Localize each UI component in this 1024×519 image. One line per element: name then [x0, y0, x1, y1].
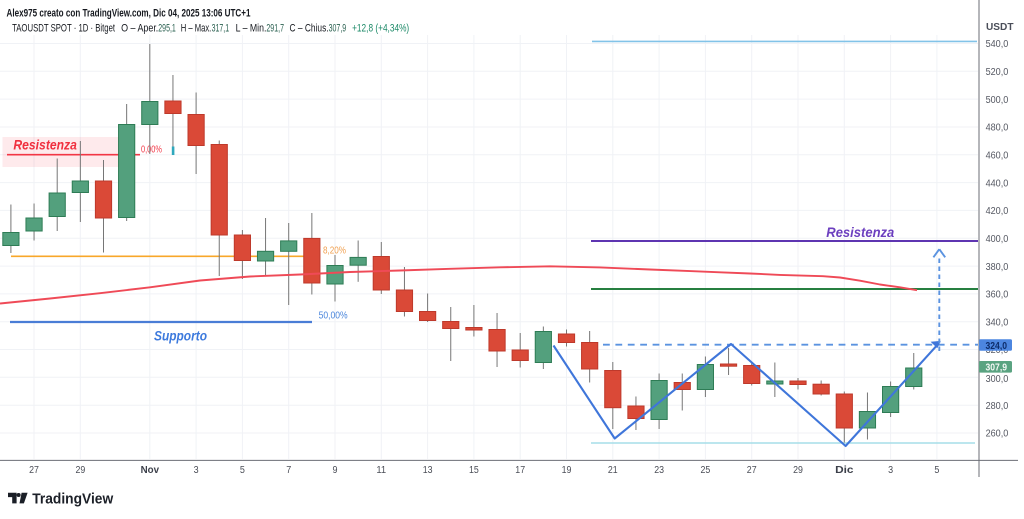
svg-text:O – Aper.: O – Aper. [121, 23, 158, 35]
svg-text:420,0: 420,0 [986, 206, 1009, 217]
svg-text:7: 7 [286, 465, 291, 476]
svg-text:L – Min.: L – Min. [236, 23, 267, 35]
svg-text:11: 11 [376, 465, 386, 476]
svg-text:19: 19 [562, 465, 572, 476]
svg-text:480,0: 480,0 [986, 123, 1009, 134]
svg-text:9: 9 [333, 465, 338, 476]
svg-text:500,0: 500,0 [986, 95, 1009, 106]
svg-text:23: 23 [654, 465, 664, 476]
svg-text:8,20%: 8,20% [323, 245, 346, 257]
svg-text:USDT: USDT [986, 22, 1014, 33]
svg-text:324,0: 324,0 [986, 340, 1008, 352]
svg-text:27: 27 [747, 465, 757, 476]
svg-text:Dic: Dic [835, 465, 854, 476]
svg-text:317,1: 317,1 [212, 23, 230, 35]
svg-text:25: 25 [701, 465, 711, 476]
svg-text:307,9: 307,9 [986, 362, 1008, 374]
svg-text:50,00%: 50,00% [319, 310, 348, 322]
svg-text:380,0: 380,0 [986, 262, 1009, 273]
svg-text:15: 15 [469, 465, 479, 476]
svg-text:29: 29 [793, 465, 803, 476]
svg-text:360,0: 360,0 [986, 290, 1009, 301]
svg-text:+12,8 (+4,34%): +12,8 (+4,34%) [352, 23, 409, 35]
svg-text:21: 21 [608, 465, 618, 476]
svg-text:Alex975 creato con TradingView: Alex975 creato con TradingView.com, Dic … [7, 7, 251, 19]
svg-text:Resistenza: Resistenza [826, 224, 894, 240]
svg-text:440,0: 440,0 [986, 178, 1009, 189]
svg-text:5: 5 [240, 465, 245, 476]
svg-text:17: 17 [515, 465, 525, 476]
svg-text:5: 5 [934, 465, 939, 476]
svg-text:340,0: 340,0 [986, 317, 1009, 328]
svg-text:400,0: 400,0 [986, 234, 1009, 245]
svg-text:300,0: 300,0 [986, 374, 1009, 385]
svg-text:295,1: 295,1 [158, 23, 176, 35]
svg-text:Nov: Nov [141, 465, 160, 476]
svg-text:H – Max.: H – Max. [181, 23, 212, 35]
svg-text:307,9: 307,9 [329, 23, 347, 35]
svg-text:520,0: 520,0 [986, 67, 1009, 78]
svg-text:27: 27 [29, 465, 39, 476]
svg-text:0,00%: 0,00% [141, 144, 162, 156]
svg-text:Resistenza: Resistenza [13, 137, 77, 153]
svg-text:3: 3 [888, 465, 893, 476]
svg-text:291,7: 291,7 [266, 23, 284, 35]
svg-text:Supporto: Supporto [154, 328, 207, 344]
svg-text:3: 3 [194, 465, 199, 476]
svg-text:460,0: 460,0 [986, 151, 1009, 162]
svg-text:540,0: 540,0 [986, 39, 1009, 50]
svg-text:29: 29 [75, 465, 85, 476]
svg-text:C – Chius.: C – Chius. [290, 23, 329, 35]
svg-text:280,0: 280,0 [986, 401, 1009, 412]
svg-text:TAOUSDT SPOT · 1D · Bitget: TAOUSDT SPOT · 1D · Bitget [12, 23, 115, 35]
svg-text:260,0: 260,0 [986, 429, 1009, 440]
svg-text:TradingView: TradingView [32, 492, 113, 508]
svg-text:13: 13 [423, 465, 433, 476]
